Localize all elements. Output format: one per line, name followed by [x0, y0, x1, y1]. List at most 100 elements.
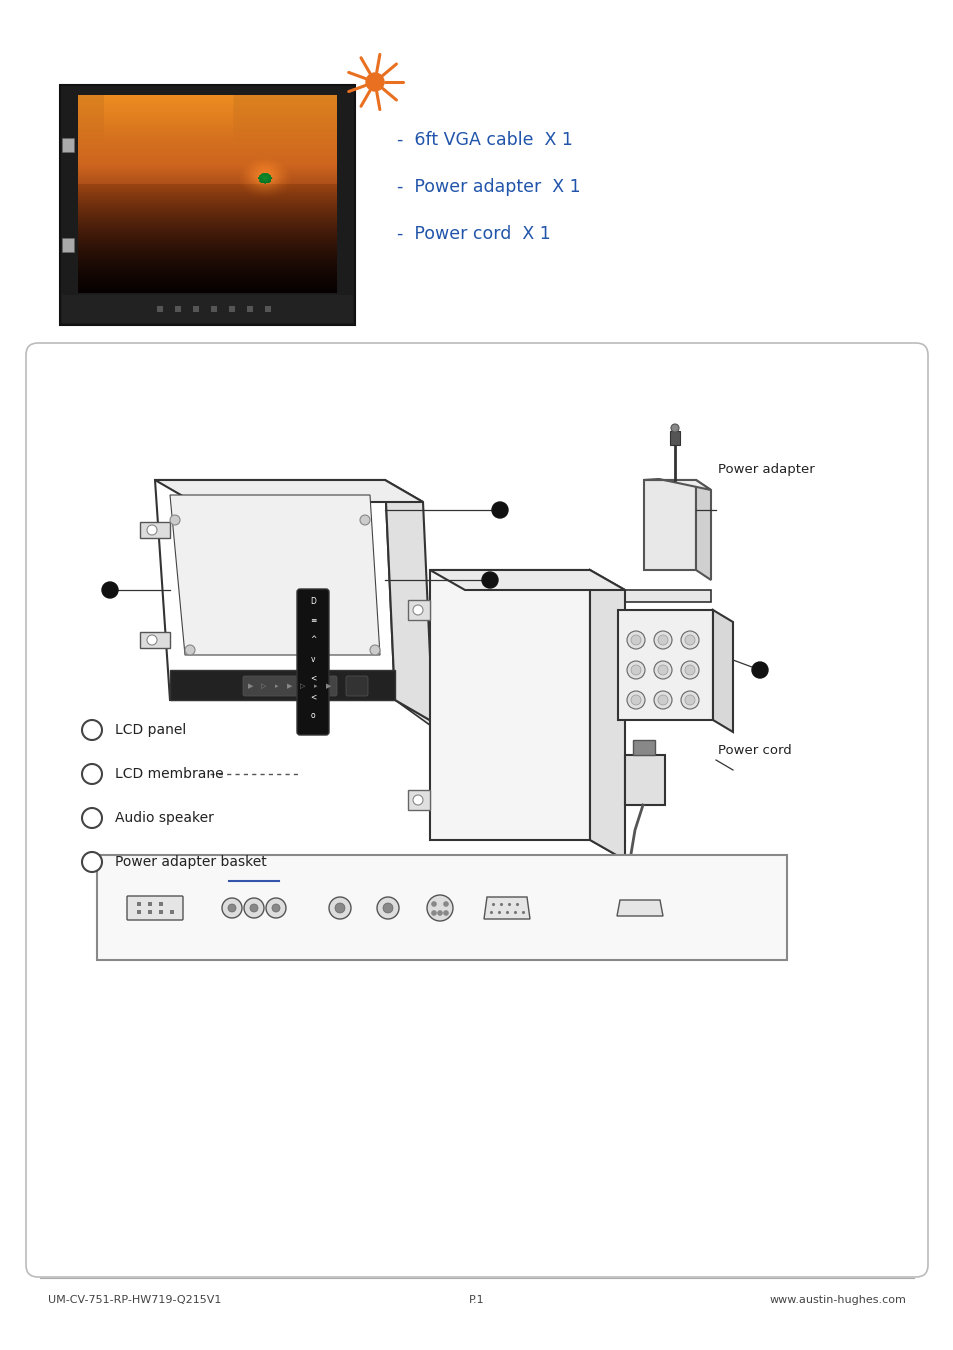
- Bar: [97, 855, 786, 960]
- Circle shape: [654, 630, 671, 649]
- Circle shape: [684, 634, 695, 645]
- Polygon shape: [430, 570, 589, 840]
- Text: ▶: ▶: [326, 683, 332, 688]
- Circle shape: [680, 630, 699, 649]
- Text: www.austin-hughes.com: www.austin-hughes.com: [768, 1295, 905, 1305]
- Text: -  6ft VGA cable  X 1: - 6ft VGA cable X 1: [396, 131, 572, 148]
- Text: Power adapter: Power adapter: [718, 463, 814, 477]
- Bar: [624, 755, 664, 805]
- Circle shape: [82, 852, 102, 872]
- Text: -: -: [263, 937, 266, 946]
- Circle shape: [658, 634, 667, 645]
- Text: o: o: [311, 711, 315, 721]
- Circle shape: [272, 904, 280, 913]
- Bar: [140, 522, 170, 539]
- Circle shape: [684, 695, 695, 705]
- Text: v: v: [311, 655, 314, 663]
- Circle shape: [266, 898, 286, 918]
- Text: ▸: ▸: [275, 683, 278, 688]
- Bar: [643, 481, 696, 570]
- Circle shape: [427, 895, 453, 921]
- Polygon shape: [170, 495, 379, 655]
- Circle shape: [82, 720, 102, 740]
- Bar: [62, 238, 74, 252]
- Circle shape: [102, 582, 118, 598]
- Circle shape: [658, 695, 667, 705]
- Text: -  Power cord  X 1: - Power cord X 1: [396, 225, 550, 243]
- Circle shape: [626, 662, 644, 679]
- Bar: [62, 296, 353, 323]
- Bar: [408, 599, 430, 620]
- Circle shape: [431, 910, 436, 915]
- Circle shape: [654, 662, 671, 679]
- Bar: [60, 85, 355, 325]
- Circle shape: [376, 896, 398, 919]
- Circle shape: [413, 605, 422, 616]
- Circle shape: [492, 502, 507, 518]
- Text: ▶: ▶: [287, 683, 293, 688]
- Polygon shape: [617, 900, 662, 917]
- FancyBboxPatch shape: [296, 589, 329, 734]
- Text: ▷: ▷: [300, 683, 305, 688]
- Text: -  Power adapter  X 1: - Power adapter X 1: [396, 178, 580, 196]
- Text: Power adapter basket: Power adapter basket: [115, 855, 267, 869]
- Polygon shape: [433, 590, 710, 602]
- Circle shape: [680, 691, 699, 709]
- Bar: [618, 610, 712, 720]
- Text: ▸: ▸: [314, 683, 317, 688]
- Circle shape: [366, 73, 384, 90]
- Circle shape: [630, 695, 640, 705]
- Circle shape: [630, 634, 640, 645]
- Polygon shape: [170, 670, 395, 701]
- Text: Audio speaker: Audio speaker: [115, 811, 213, 825]
- Circle shape: [654, 691, 671, 709]
- Polygon shape: [589, 570, 624, 860]
- Text: UM-CV-751-RP-HW719-Q215V1: UM-CV-751-RP-HW719-Q215V1: [48, 1295, 221, 1305]
- Polygon shape: [395, 701, 624, 860]
- Text: LCD membrane: LCD membrane: [115, 767, 223, 782]
- Text: D: D: [310, 598, 315, 606]
- FancyBboxPatch shape: [346, 676, 368, 697]
- Text: ▷: ▷: [261, 683, 267, 688]
- Polygon shape: [696, 481, 710, 580]
- Text: S-Video: S-Video: [420, 865, 459, 875]
- Text: Video: Video: [236, 946, 259, 956]
- Circle shape: [250, 904, 257, 913]
- Circle shape: [370, 645, 379, 655]
- Circle shape: [658, 666, 667, 675]
- FancyBboxPatch shape: [26, 343, 927, 1277]
- Text: out: out: [225, 937, 238, 946]
- Circle shape: [670, 424, 679, 432]
- FancyBboxPatch shape: [127, 896, 183, 919]
- Text: -: -: [241, 937, 244, 946]
- Bar: [140, 632, 170, 648]
- Circle shape: [82, 764, 102, 784]
- Circle shape: [626, 691, 644, 709]
- Text: PC: PC: [268, 946, 279, 956]
- Circle shape: [82, 809, 102, 828]
- Bar: [408, 790, 430, 810]
- Polygon shape: [154, 481, 395, 701]
- Text: P.1: P.1: [469, 1295, 484, 1305]
- Text: DVI-D: DVI-D: [140, 865, 170, 875]
- Text: ▶: ▶: [248, 683, 253, 688]
- Bar: [633, 740, 655, 755]
- Polygon shape: [430, 570, 624, 590]
- Text: Audio: Audio: [239, 865, 269, 875]
- Circle shape: [329, 896, 351, 919]
- Text: ^: ^: [310, 636, 315, 644]
- Text: in: in: [272, 937, 279, 946]
- Circle shape: [481, 572, 497, 589]
- Text: HDMI: HDMI: [625, 865, 653, 875]
- Circle shape: [751, 662, 767, 678]
- Text: LCD panel: LCD panel: [115, 724, 186, 737]
- Polygon shape: [712, 610, 732, 732]
- Circle shape: [413, 795, 422, 805]
- FancyBboxPatch shape: [243, 676, 336, 697]
- Text: Power cord: Power cord: [718, 744, 791, 756]
- Circle shape: [680, 662, 699, 679]
- Circle shape: [359, 514, 370, 525]
- Circle shape: [147, 634, 157, 645]
- Circle shape: [382, 903, 393, 913]
- Text: <: <: [310, 674, 315, 683]
